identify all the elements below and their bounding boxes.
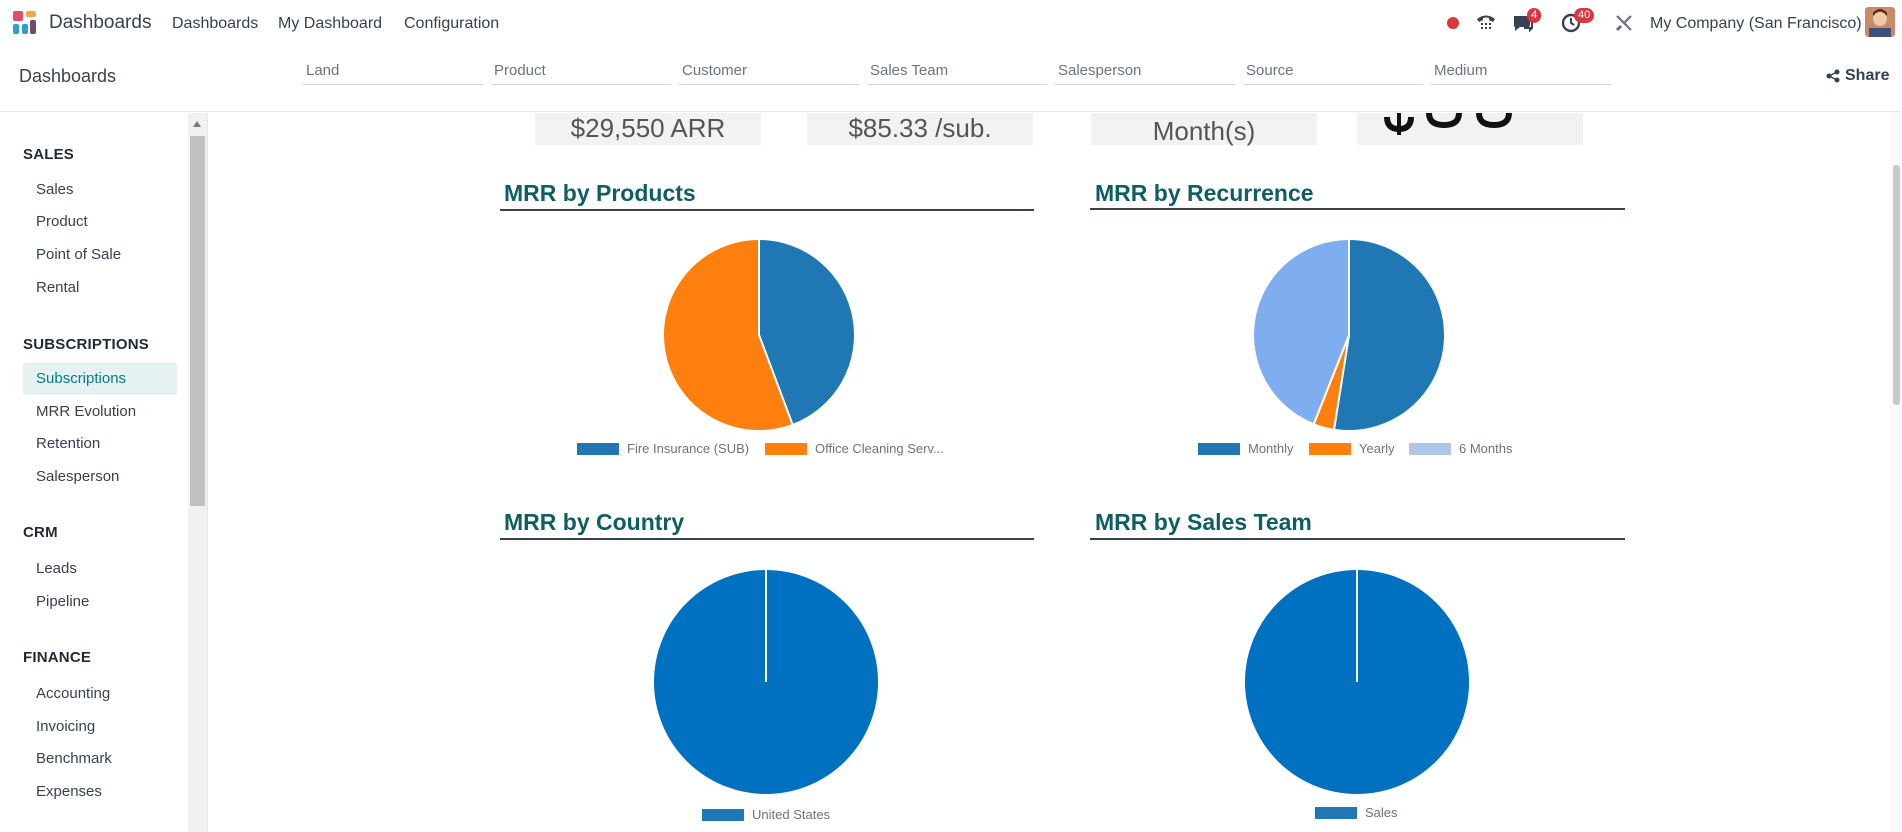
filter-medium[interactable]: Medium [1431,61,1611,85]
sidebar-scroll-thumb[interactable] [190,136,205,506]
sidebar-item-accounting[interactable]: Accounting [36,685,111,702]
kpi-arr: $29,550 ARR [535,113,761,145]
sidebar-item-product[interactable]: Product [36,213,88,230]
chart-title-mrr-by-products: MRR by Products [504,180,696,206]
legend-label[interactable]: 6 Months [1459,441,1513,456]
section-subscriptions: SUBSCRIPTIONS [23,336,149,353]
kpi-big-value-glyphs [1384,113,1512,135]
section-crm: CRM [23,524,58,541]
sidebar-item-leads[interactable]: Leads [36,560,77,577]
menu-my-dashboard[interactable]: My Dashboard [278,15,383,32]
legend-swatch[interactable] [765,443,807,455]
filter-product[interactable]: Product [491,61,671,85]
kpi-big-value [1357,113,1583,145]
legend-label[interactable]: United States [752,807,831,822]
pie-chart-mrr-by-country [652,568,880,796]
legend-swatch[interactable] [702,809,744,821]
chart-divider [500,209,1034,211]
chart-title-mrr-by-country: MRR by Country [504,509,685,535]
pie-chart-mrr-by-sales-team [1243,568,1471,796]
legend-swatch[interactable] [1309,443,1351,455]
breadcrumb: Dashboards [19,66,117,86]
phone-icon[interactable] [1475,12,1497,32]
apps-menu-icon[interactable] [12,10,38,36]
legend-label[interactable]: Sales [1365,805,1398,820]
control-panel: Dashboards Land Product Customer Sales T… [0,46,1902,112]
legend-swatch[interactable] [1409,443,1451,455]
sidebar-item-retention[interactable]: Retention [36,435,101,452]
section-sales: SALES [23,146,75,163]
section-finance: FINANCE [23,649,92,666]
sidebar-item-rental[interactable]: Rental [36,279,80,296]
sidebar-item-invoicing[interactable]: Invoicing [36,718,96,735]
legend-label[interactable]: Office Cleaning Serv... [815,441,944,456]
chart-divider [500,538,1034,540]
legend-swatch[interactable] [1315,807,1357,819]
recording-dot-icon[interactable] [1447,17,1459,29]
activity-clock-icon[interactable] [1561,13,1581,33]
sidebar-item-pipeline[interactable]: Pipeline [36,593,90,610]
main-scroll-thumb[interactable] [1893,165,1900,405]
kpi-months: Month(s) [1091,113,1317,146]
kpi-per-subscription: $85.33 /sub. [807,113,1033,145]
sidebar-item-point-of-sale[interactable]: Point of Sale [36,246,122,263]
pie-chart-mrr-by-recurrence [1252,237,1446,432]
menu-dashboards[interactable]: Dashboards [172,15,259,32]
share-label: Share [1845,67,1890,84]
sidebar-item-mrr-evolution[interactable]: MRR Evolution [36,403,137,420]
pie-chart-mrr-by-products [662,237,856,432]
sidebar: SALES Sales Product Point of Sale Rental… [0,113,208,832]
share-icon [1826,69,1840,83]
share-button[interactable]: Share [1826,67,1889,85]
legend-swatch[interactable] [577,443,619,455]
chart-divider [1090,208,1625,210]
sidebar-item-salesperson[interactable]: Salesperson [36,468,120,485]
chart-title-mrr-by-recurrence: MRR by Recurrence [1095,180,1314,206]
activity-badge: 40 [1574,8,1595,23]
filter-land[interactable]: Land [303,61,483,85]
dashboard-main: $29,550 ARR $85.33 /sub. Month(s) MRR by… [209,113,1902,832]
sidebar-item-expenses[interactable]: Expenses [36,783,102,800]
filter-salesperson[interactable]: Salesperson [1055,61,1235,85]
chat-badge: 4 [1527,8,1542,23]
legend-swatch[interactable] [1198,443,1240,455]
filter-customer[interactable]: Customer [679,61,859,85]
debug-tools-icon[interactable] [1615,14,1633,32]
filter-source[interactable]: Source [1243,61,1423,85]
pie-slice-monthly[interactable] [1332,237,1446,432]
top-navbar: Dashboards Dashboards My Dashboard Confi… [0,0,1902,46]
chart-divider [1090,538,1625,540]
pie-slice-6-months[interactable] [1252,237,1350,426]
chart-title-mrr-by-sales-team: MRR by Sales Team [1095,509,1312,535]
menu-configuration[interactable]: Configuration [404,15,500,32]
sidebar-item-subscriptions[interactable]: Subscriptions [23,363,177,395]
company-switcher[interactable]: My Company (San Francisco) [1650,15,1862,32]
user-avatar[interactable] [1865,7,1895,37]
legend-label[interactable]: Monthly [1248,441,1294,456]
legend-label[interactable]: Fire Insurance (SUB) [627,441,750,456]
pie-slice-office-cleaning-serv[interactable] [662,237,794,432]
scroll-up-arrow-icon[interactable] [193,121,201,127]
sidebar-item-benchmark[interactable]: Benchmark [36,750,112,767]
pie-slice-fire-insurance-sub[interactable] [758,237,856,427]
legend-label[interactable]: Yearly [1359,441,1395,456]
sidebar-item-sales[interactable]: Sales [36,181,74,198]
filter-sales-team[interactable]: Sales Team [867,61,1047,85]
app-title[interactable]: Dashboards [49,12,152,33]
